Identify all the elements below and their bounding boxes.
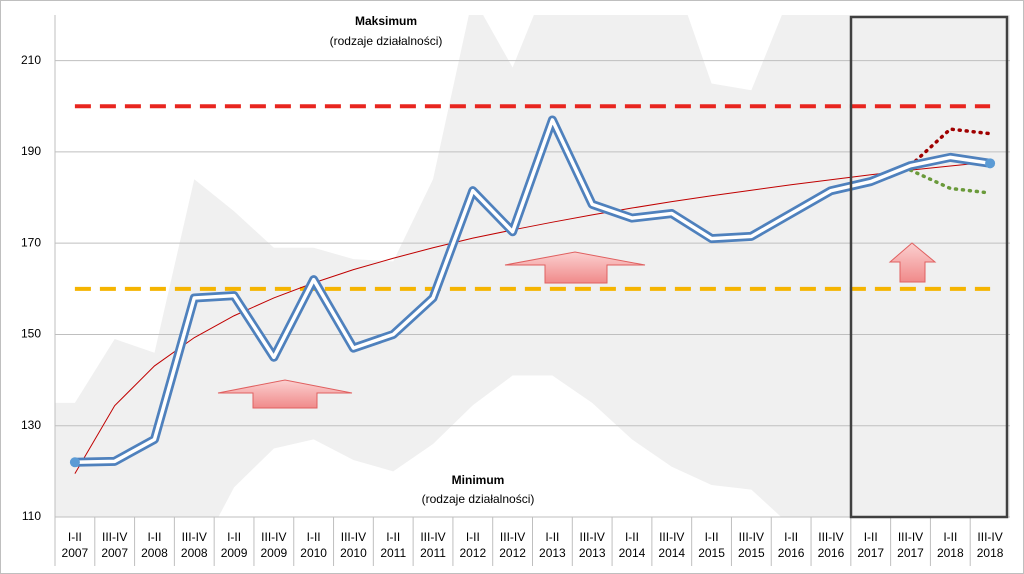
x-tick-label: III-IV xyxy=(182,530,207,544)
x-tick-label: 2015 xyxy=(738,546,765,560)
x-tick-label: III-IV xyxy=(341,530,366,544)
x-tick-label: 2013 xyxy=(539,546,566,560)
x-tick-label: III-IV xyxy=(420,530,445,544)
x-tick-label: I-II xyxy=(705,530,719,544)
x-tick-label: 2012 xyxy=(499,546,526,560)
arrow xyxy=(504,251,646,284)
y-tick-label: 150 xyxy=(21,327,41,341)
x-tick-label: 2015 xyxy=(698,546,725,560)
x-tick-label: III-IV xyxy=(500,530,525,544)
x-tick-label: 2012 xyxy=(459,546,486,560)
x-tick-label: III-IV xyxy=(102,530,127,544)
x-tick-label: 2014 xyxy=(658,546,685,560)
x-tick-label: III-IV xyxy=(659,530,684,544)
x-tick-label: 2018 xyxy=(977,546,1004,560)
x-tick-label: I-II xyxy=(864,530,878,544)
x-tick-label: 2011 xyxy=(380,546,406,560)
x-tick-label: 2017 xyxy=(897,546,924,560)
x-tick-label: 2018 xyxy=(937,546,964,560)
x-tick-label: 2009 xyxy=(261,546,288,560)
x-tick-label: III-IV xyxy=(898,530,923,544)
forecast-box xyxy=(849,15,1009,519)
x-tick-label: I-II xyxy=(386,530,400,544)
x-tick-label: I-II xyxy=(545,530,559,544)
x-tick-label: 2008 xyxy=(181,546,208,560)
end-marker xyxy=(69,457,80,468)
annotation: (rodzaje działalności) xyxy=(330,34,443,48)
x-tick-label: 2014 xyxy=(619,546,646,560)
x-tick-label: 2007 xyxy=(62,546,89,560)
annotation: Minimum xyxy=(452,473,505,487)
y-tick-label: 110 xyxy=(22,509,41,523)
annotation: (rodzaje działalności) xyxy=(422,492,535,506)
y-tick-label: 210 xyxy=(21,53,41,67)
x-tick-label: I-II xyxy=(466,530,480,544)
x-tick-label: III-IV xyxy=(580,530,605,544)
y-tick-label: 190 xyxy=(21,144,41,158)
x-tick-label: I-II xyxy=(227,530,241,544)
x-tick-label: I-II xyxy=(943,530,957,544)
x-tick-label: I-II xyxy=(625,530,639,544)
arrow xyxy=(217,379,353,409)
x-tick-label: 2010 xyxy=(340,546,367,560)
x-tick-label: 2016 xyxy=(778,546,805,560)
y-tick-label: 170 xyxy=(21,235,41,249)
x-tick-label: 2008 xyxy=(141,546,168,560)
x-tick-label: I-II xyxy=(68,530,82,544)
arrow xyxy=(888,242,937,283)
x-tick-label: 2013 xyxy=(579,546,606,560)
x-tick-label: I-II xyxy=(784,530,798,544)
end-marker xyxy=(985,158,996,169)
trend-line xyxy=(74,161,991,474)
x-tick-label: III-IV xyxy=(818,530,843,544)
x-tick-label: 2007 xyxy=(101,546,128,560)
annotation: Maksimum xyxy=(355,14,417,28)
x-tick-label: III-IV xyxy=(739,530,764,544)
x-tick-label: 2016 xyxy=(818,546,845,560)
forecast-line xyxy=(908,168,992,195)
y-tick-label: 130 xyxy=(21,418,41,432)
x-tick-label: 2009 xyxy=(221,546,248,560)
x-tick-label: 2017 xyxy=(857,546,884,560)
x-tick-label: 2011 xyxy=(420,546,446,560)
x-tick-label: 2010 xyxy=(300,546,327,560)
x-tick-label: I-II xyxy=(147,530,161,544)
main-line-inner xyxy=(74,118,991,464)
x-tick-label: I-II xyxy=(307,530,321,544)
x-tick-label: III-IV xyxy=(261,530,286,544)
x-tick-label: III-IV xyxy=(977,530,1002,544)
